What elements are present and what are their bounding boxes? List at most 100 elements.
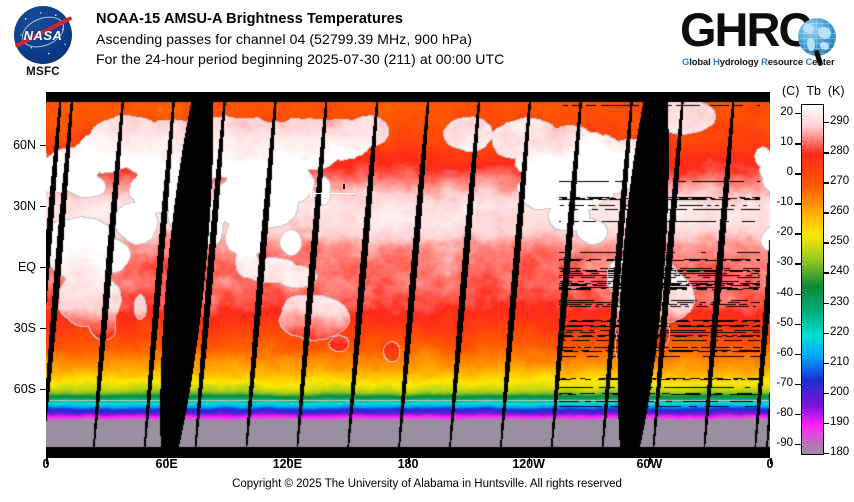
globe-landmass [818, 27, 831, 39]
colorbar-kelvin-label: 200 [830, 385, 850, 398]
colorbar-celsius-label: -40 [776, 286, 793, 299]
colorbar-header-celsius: (C) [782, 84, 800, 98]
colorbar-celsius-label: 0 [786, 166, 793, 179]
globe-landmass [820, 42, 829, 50]
title-subline-period: For the 24-hour period beginning 2025-07… [96, 51, 505, 67]
ghrc-subtitle-part: C [805, 56, 813, 67]
nasa-meatball-icon: NASA MSFC [14, 6, 76, 78]
ghrc-subtitle-part: H [713, 56, 720, 67]
colorbar-celsius-label: 20 [780, 106, 793, 119]
colorbar-kelvin-tick [823, 392, 829, 395]
colorbar-kelvin-tick [823, 212, 829, 214]
colorbar-celsius-tick [795, 113, 801, 115]
ghrc-subtitle-part: lobal [689, 56, 714, 67]
colorbar-kelvin-tick [823, 242, 829, 244]
colorbar-kelvin-label: 250 [830, 235, 850, 248]
colorbar-kelvin-tick [823, 422, 829, 425]
ghrc-logo: GHRC Global Hydrology Resource Center [678, 3, 848, 76]
star-field [14, 6, 72, 64]
longitude-tick-label: 120W [512, 457, 545, 471]
longitude-tick-label: 60E [155, 457, 178, 471]
colorbar-celsius-tick [795, 263, 801, 265]
globe-icon [798, 18, 836, 56]
latitude-tick [40, 144, 46, 147]
colorbar-celsius-tick [795, 383, 801, 386]
colorbar-kelvin-label: 230 [830, 295, 850, 308]
colorbar-celsius-label: -70 [776, 376, 793, 389]
latitude-tick-label: EQ [17, 259, 36, 274]
longitude-tick-label: 180 [397, 457, 419, 471]
latitude-tick-label: 30S [13, 320, 36, 335]
colorbar-kelvin-label: 260 [830, 205, 850, 218]
colorbar-celsius-tick [795, 353, 801, 356]
ghrc-wordmark: GHRC [680, 3, 812, 56]
longitude-tick [528, 458, 531, 464]
ghrc-subtitle: Global Hydrology Resource Center [682, 56, 835, 67]
latitude-tick [40, 205, 46, 208]
colorbar-raster [802, 105, 823, 454]
colorbar-celsius-label: -60 [776, 346, 793, 359]
colorbar-celsius-label: -90 [776, 436, 793, 449]
longitude-tick [649, 458, 651, 464]
brightness-temperature-map[interactable] [46, 100, 770, 450]
colorbar-kelvin-tick [823, 122, 829, 124]
ghrc-subtitle-part: ydrology [719, 56, 762, 67]
colorbar-celsius-tick [795, 323, 801, 326]
colorbar-header-tb: Tb [806, 84, 821, 98]
arrow-shaft [311, 193, 355, 195]
ghrc-subtitle-part: esource [767, 56, 806, 67]
nasa-wordmark: NASA [23, 28, 63, 43]
colorbar-kelvin-tick [823, 332, 829, 335]
ghrc-subtitle-part: R [761, 56, 768, 67]
nasa-ball [14, 6, 72, 64]
colorbar-gradient [801, 104, 824, 455]
colorbar-celsius-label: 10 [780, 136, 793, 149]
arrow-bar [310, 189, 312, 198]
colorbar-celsius-tick [795, 413, 801, 416]
map-raster [46, 100, 770, 450]
title-block: NOAA-15 AMSU-A Brightness Temperatures A… [96, 10, 686, 69]
colorbar-kelvin-label: 240 [830, 265, 850, 278]
longitude-tick [287, 458, 289, 464]
longitude-tick-label: 120E [272, 457, 302, 471]
colorbar-celsius-label: -10 [776, 196, 793, 209]
colorbar-kelvin-tick [823, 302, 829, 304]
colorbar-kelvin-tick [823, 453, 829, 455]
latitude-tick [40, 327, 46, 330]
msfc-label: MSFC [26, 66, 60, 78]
colorbar-celsius-tick [795, 143, 801, 145]
colorbar-celsius-label: -30 [776, 256, 793, 269]
scan-start-arrow-marker [310, 184, 356, 200]
colorbar-kelvin-label: 270 [830, 175, 850, 188]
colorbar-kelvin-label: 180 [830, 446, 850, 458]
colorbar-celsius-tick [795, 443, 801, 446]
longitude-tick [46, 458, 48, 464]
colorbar-celsius-tick [795, 203, 801, 205]
latitude-tick-label: 60N [13, 137, 36, 152]
colorbar-celsius-tick [795, 173, 801, 175]
colorbar-celsius-label: -20 [776, 226, 793, 239]
latitude-tick [40, 266, 46, 269]
latitude-tick-label: 60S [13, 381, 36, 396]
colorbar-kelvin-tick [823, 182, 829, 184]
longitude-tick-label: 60W [636, 457, 663, 471]
colorbar-kelvin-label: 210 [830, 355, 850, 368]
copyright-notice: Copyright © 2025 The University of Alaba… [232, 478, 622, 490]
colorbar-kelvin-label: 220 [830, 325, 850, 338]
arrow-tick [343, 184, 345, 189]
colorbar-kelvin-tick [823, 272, 829, 274]
ghrc-subtitle-part: enter [812, 56, 835, 67]
colorbar-header: (C) Tb (K) [782, 84, 845, 98]
longitude-tick [408, 458, 410, 464]
latitude-tick-label: 30N [13, 198, 36, 213]
colorbar-header-kelvin: (K) [827, 84, 845, 98]
colorbar-celsius-tick [795, 233, 801, 235]
colorbar-kelvin-label: 290 [830, 115, 850, 128]
map-plot-frame [46, 92, 770, 458]
title-subline-channel: Ascending passes for channel 04 (52799.3… [96, 31, 472, 47]
colorbar-celsius-tick [795, 293, 801, 295]
longitude-tick [166, 458, 169, 464]
ghrc-subtitle-part: G [682, 56, 690, 67]
longitude-tick [770, 458, 772, 464]
